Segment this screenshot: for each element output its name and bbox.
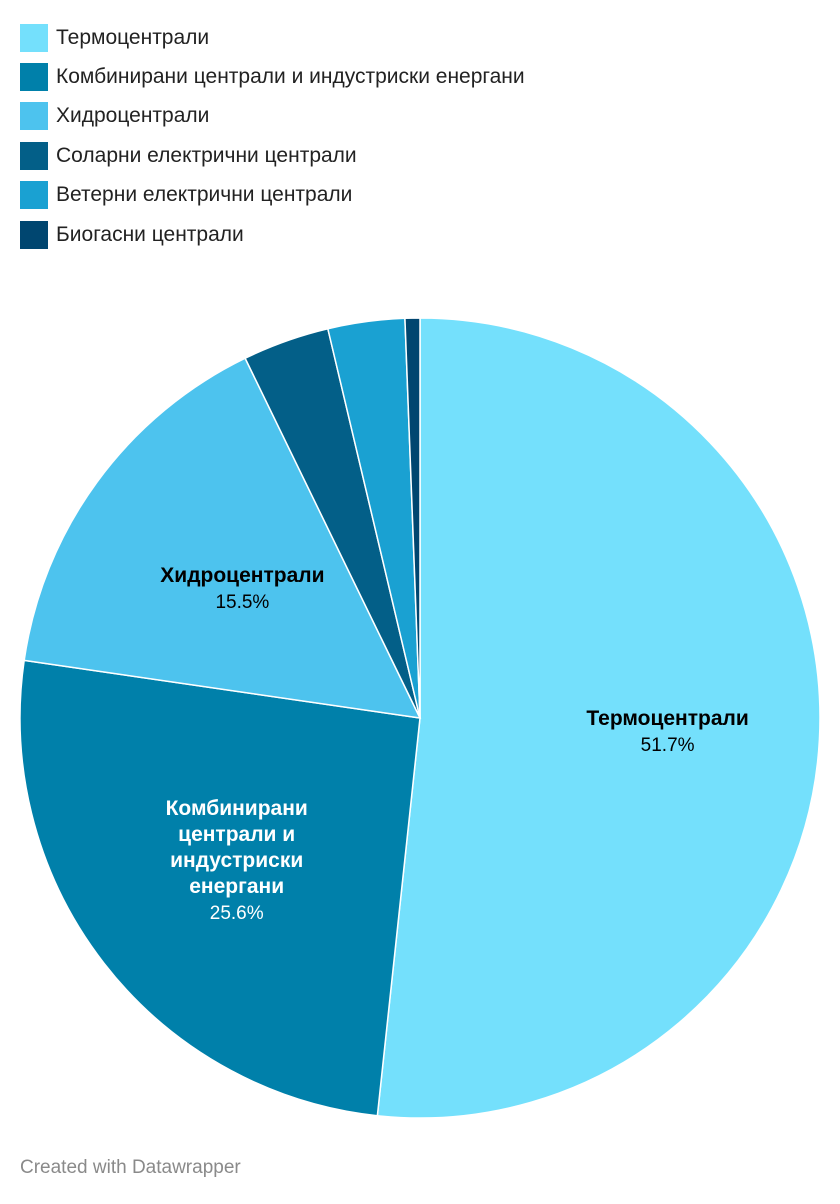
pie-slice: [404, 317, 421, 719]
legend-item: Биогасни централи: [20, 215, 525, 254]
slice-value-label: 15.5%: [215, 592, 269, 613]
legend-label: Соларни електрични централи: [56, 143, 357, 167]
legend-label: Хидроцентрали: [56, 104, 210, 128]
legend-swatch: [20, 23, 48, 52]
slice-value-label: 25.6%: [210, 903, 264, 924]
legend-label: Ветерни електрични централи: [56, 183, 353, 207]
slice-value-label: 51.7%: [641, 735, 695, 756]
legend-item: Ветерни електрични централи: [20, 176, 525, 215]
legend-swatch: [20, 63, 48, 92]
pie-slice: [23, 357, 422, 719]
legend-label: Биогасни централи: [56, 222, 244, 246]
slice-label: централи и: [178, 823, 295, 846]
pie-slice: [376, 317, 821, 1119]
legend-item: Соларни електрични централи: [20, 136, 525, 175]
slice-label: Термоцентрали: [586, 707, 748, 730]
legend-swatch: [20, 220, 48, 249]
slice-label: индустриски: [170, 849, 303, 872]
pie-slices: [19, 317, 821, 1119]
legend-swatch: [20, 141, 48, 170]
legend-item: Комбинирани централи и индустриски енерг…: [20, 57, 525, 96]
slice-label: енергани: [189, 875, 284, 898]
slice-label: Комбинирани: [166, 797, 308, 820]
pie-slice: [19, 659, 421, 1117]
legend-item: Термоцентрали: [20, 18, 525, 57]
legend-label: Термоцентрали: [56, 25, 210, 49]
legend-label: Комбинирани централи и индустриски енерг…: [56, 65, 525, 89]
credit-text: Created with Datawrapper: [20, 1157, 241, 1178]
slice-label: Хидроцентрали: [160, 564, 324, 587]
legend-item: Хидроцентрали: [20, 97, 525, 136]
legend-swatch: [20, 102, 48, 131]
pie-chart: Термоцентрали 51.7% Комбинирани централи и и…: [19, 317, 821, 1119]
pie-labels: Термоцентрали 51.7% Комбинирани централи и и…: [160, 564, 749, 924]
legend: Термоцентрали Комбинирани централи и инд…: [20, 18, 525, 254]
legend-swatch: [20, 181, 48, 210]
